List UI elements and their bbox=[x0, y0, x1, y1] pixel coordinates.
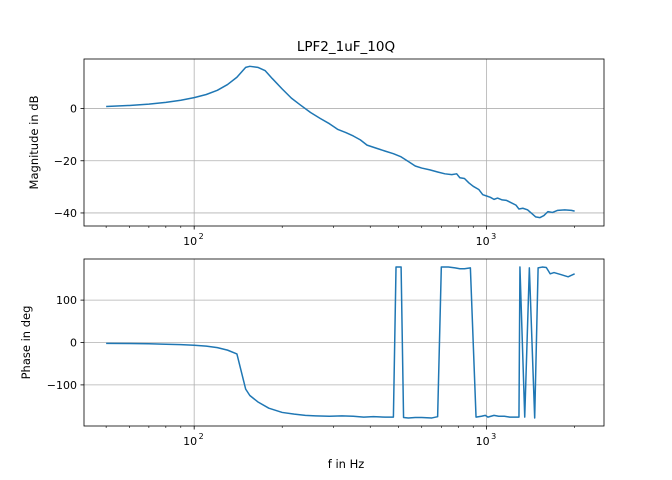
y-tick-label: 100 bbox=[56, 294, 77, 307]
axes-frame bbox=[83, 58, 605, 227]
x-tick-label: 10 bbox=[183, 235, 197, 248]
y-tick-label: 0 bbox=[70, 337, 77, 350]
y-axis-label: Magnitude in dB bbox=[27, 95, 41, 189]
series-line bbox=[106, 65, 575, 219]
x-tick-exponent: 2 bbox=[199, 232, 204, 241]
y-tick-label: −20 bbox=[54, 155, 77, 168]
x-tick-label: 10 bbox=[476, 235, 490, 248]
series-line bbox=[106, 266, 575, 419]
x-tick-label: 10 bbox=[476, 435, 490, 448]
chart-title: LPF2_1uF_10Q bbox=[297, 39, 395, 55]
x-tick-exponent: 2 bbox=[199, 432, 204, 441]
x-axis-label: f in Hz bbox=[328, 457, 365, 471]
y-tick-label: −40 bbox=[54, 207, 77, 220]
y-axis-label: Phase in deg bbox=[19, 306, 33, 380]
x-tick-exponent: 3 bbox=[491, 432, 496, 441]
x-tick-label: 10 bbox=[183, 435, 197, 448]
y-tick-label: 0 bbox=[70, 103, 77, 116]
y-tick-label: −100 bbox=[47, 379, 77, 392]
x-tick-exponent: 3 bbox=[491, 232, 496, 241]
